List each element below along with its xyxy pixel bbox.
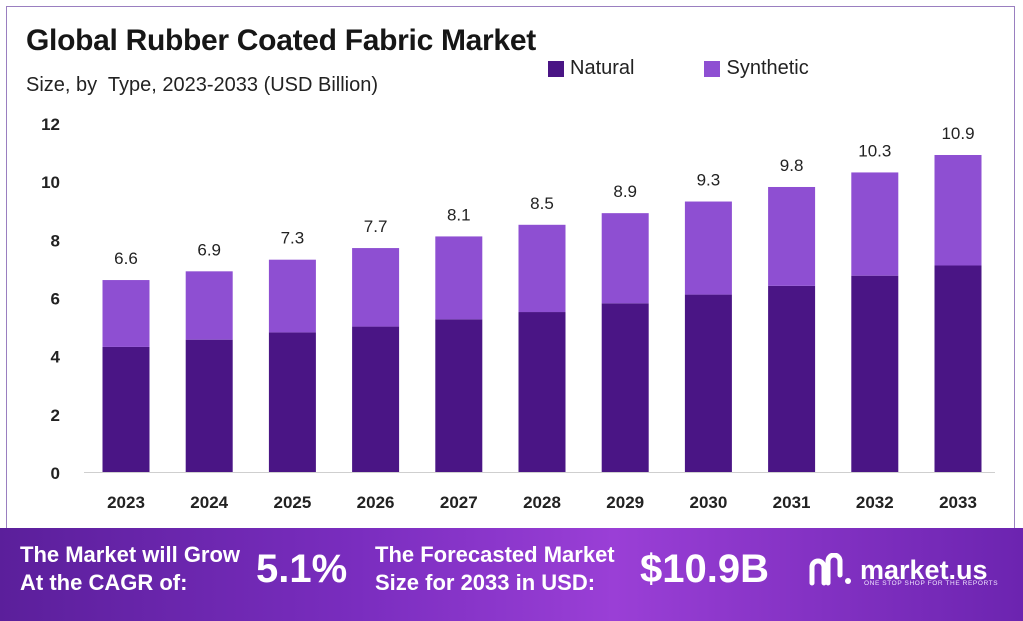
bar-natural-2029 xyxy=(601,303,649,472)
bar-natural-2023 xyxy=(102,346,150,472)
x-tick-label-2031: 2031 xyxy=(773,493,811,512)
data-label-total-2031: 9.8 xyxy=(780,156,804,175)
legend-label-natural: Natural xyxy=(570,57,635,79)
y-tick-label: 4 xyxy=(51,348,61,367)
data-label-total-2028: 8.5 xyxy=(530,194,554,213)
data-label-total-2033: 10.9 xyxy=(941,124,974,143)
bar-natural-2032 xyxy=(851,275,899,472)
data-label-total-2023: 6.6 xyxy=(114,249,138,268)
data-label-total-2026: 7.7 xyxy=(364,217,388,236)
x-tick-label-2028: 2028 xyxy=(523,493,561,512)
legend-swatch-natural xyxy=(548,60,564,77)
y-tick-label: 0 xyxy=(51,464,60,483)
bar-natural-2033 xyxy=(934,265,982,472)
summary-banner xyxy=(0,528,1023,621)
legend-item-natural: Natural xyxy=(548,57,634,80)
data-label-total-2030: 9.3 xyxy=(697,171,721,190)
data-label-total-2025: 7.3 xyxy=(281,229,305,248)
bar-synthetic-2032 xyxy=(851,172,899,276)
y-tick-label: 8 xyxy=(51,231,60,250)
y-tick-label: 2 xyxy=(51,406,60,425)
data-label-total-2032: 10.3 xyxy=(858,141,891,160)
x-tick-label-2027: 2027 xyxy=(440,493,478,512)
cagr-value: 5.1% xyxy=(256,547,348,591)
bar-synthetic-2031 xyxy=(768,186,816,286)
chart-subtitle: Size, by Type, 2023-2033 (USD Billion) xyxy=(26,74,379,96)
data-label-total-2029: 8.9 xyxy=(613,182,637,201)
x-tick-label-2032: 2032 xyxy=(856,493,894,512)
bar-natural-2031 xyxy=(768,285,816,472)
data-label-total-2027: 8.1 xyxy=(447,205,471,224)
legend-swatch-synthetic xyxy=(704,60,721,77)
bar-natural-2027 xyxy=(435,319,483,472)
x-tick-label-2026: 2026 xyxy=(357,493,395,512)
bar-synthetic-2033 xyxy=(934,154,982,266)
legend-item-synthetic: Synthetic xyxy=(704,57,809,80)
legend-label-synthetic: Synthetic xyxy=(726,57,809,79)
y-tick-label: 12 xyxy=(41,115,60,134)
x-tick-label-2024: 2024 xyxy=(190,493,228,512)
bar-synthetic-2023 xyxy=(102,280,150,347)
bar-natural-2024 xyxy=(185,339,233,472)
bar-natural-2030 xyxy=(684,294,732,472)
bar-synthetic-2026 xyxy=(352,248,400,327)
y-tick-label: 10 xyxy=(41,173,60,192)
x-tick-label-2029: 2029 xyxy=(606,493,644,512)
brand-logo: market.us xyxy=(808,553,988,587)
brand-name: market.us xyxy=(860,555,988,585)
bar-natural-2028 xyxy=(518,312,566,472)
market-us-logo-icon xyxy=(809,553,851,586)
chart-title: Global Rubber Coated Fabric Market xyxy=(26,24,536,57)
forecast-label: The Forecasted Market Size for 2033 in U… xyxy=(375,542,615,595)
brand-tagline: ONE STOP SHOP FOR THE REPORTS xyxy=(864,580,999,587)
forecast-value: $10.9B xyxy=(640,547,769,591)
bar-chart: 0 2 4 6 8 10 12 6.6 2023 6.9 2024 7.3 2025 7.7 2026 8.1… xyxy=(41,115,995,512)
x-tick-label-2030: 2030 xyxy=(689,493,727,512)
bar-synthetic-2027 xyxy=(435,236,483,320)
x-tick-label-2033: 2033 xyxy=(939,493,977,512)
bar-synthetic-2029 xyxy=(601,213,649,304)
legend: Natural Synthetic xyxy=(548,57,809,80)
bar-synthetic-2025 xyxy=(268,259,316,333)
cagr-label: The Market will Grow At the CAGR of: xyxy=(20,542,241,595)
bar-synthetic-2028 xyxy=(518,224,566,313)
x-tick-label-2025: 2025 xyxy=(273,493,311,512)
bar-synthetic-2024 xyxy=(185,271,233,340)
bar-natural-2025 xyxy=(268,332,316,472)
bar-synthetic-2030 xyxy=(684,201,732,295)
x-tick-label-2023: 2023 xyxy=(107,493,145,512)
bar-natural-2026 xyxy=(352,326,400,472)
y-tick-label: 6 xyxy=(51,290,60,309)
data-label-total-2024: 6.9 xyxy=(197,240,221,259)
